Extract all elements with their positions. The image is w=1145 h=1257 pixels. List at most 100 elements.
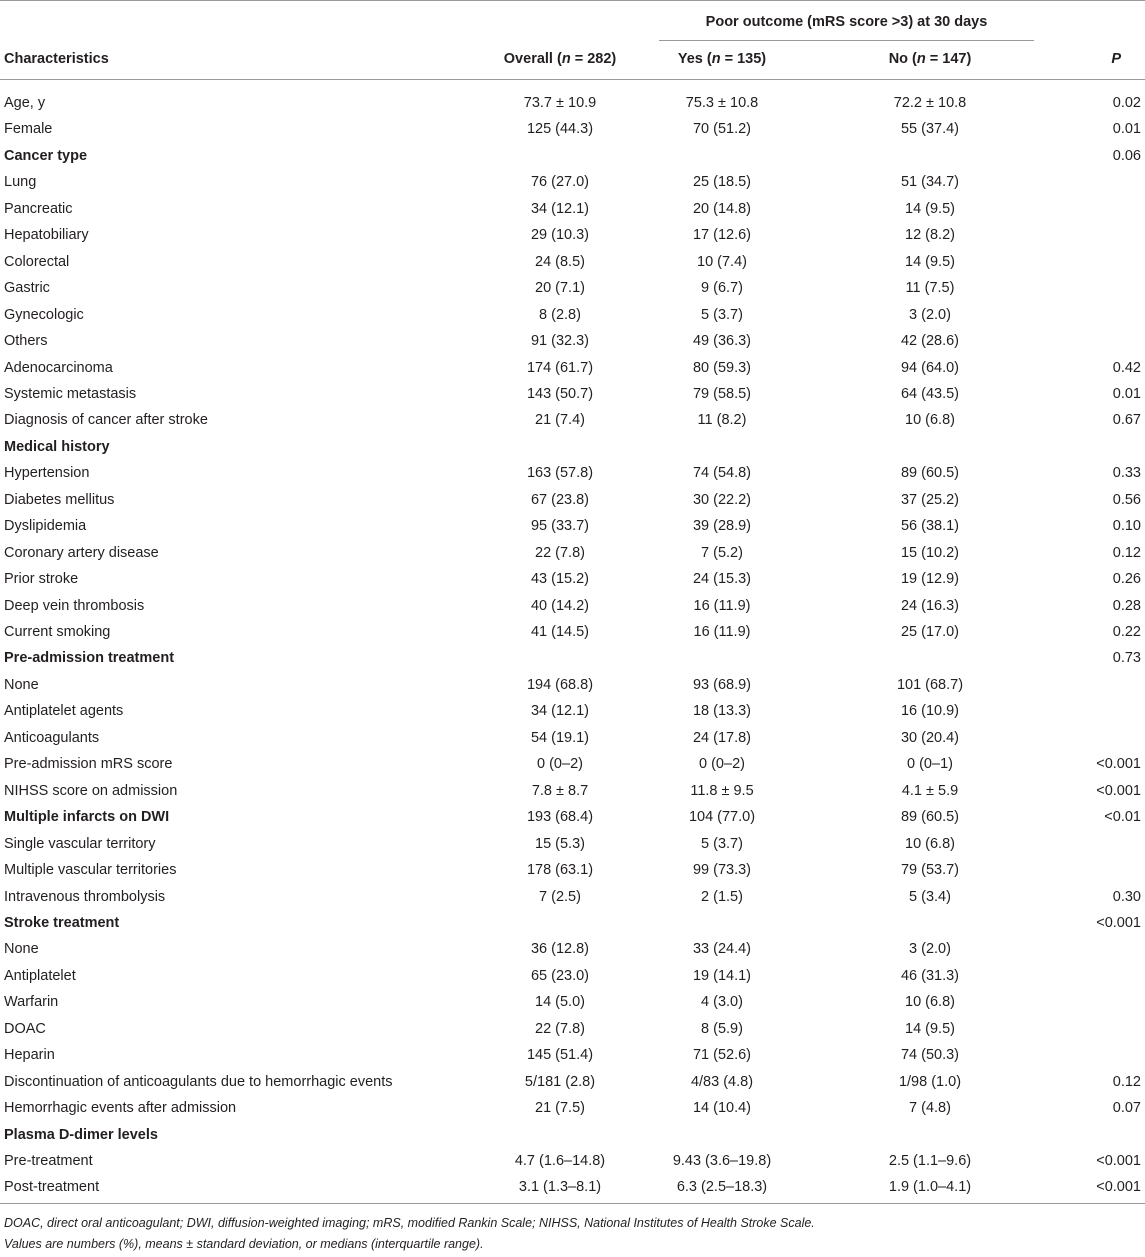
cell-overall: 15 (5.3) — [535, 835, 585, 852]
table-row: Medical history — [0, 434, 1145, 460]
cell-no: 4.1 ± 5.9 — [901, 782, 959, 799]
cell-no: 46 (31.3) — [900, 967, 960, 984]
cell-no: 72.2 ± 10.8 — [893, 95, 967, 111]
cell-p: 0.73 — [1112, 650, 1141, 667]
row-label: Medical history — [4, 438, 110, 455]
cell-yes: 30 (22.2) — [692, 491, 752, 508]
table-row: Others 91 (32.3) 49 (36.3) 42 (28.6) — [0, 328, 1145, 354]
cell-yes: 49 (36.3) — [692, 333, 752, 350]
table-row: Pre-treatment 4.7 (1.6–14.8) 9.43 (3.6–19.… — [0, 1148, 1145, 1174]
table-row: Gastric 20 (7.1) 9 (6.7) 11 (7.5) — [0, 275, 1145, 301]
cell-overall: 3.1 (1.3–8.1) — [518, 1179, 602, 1196]
cell-yes: 93 (68.9) — [692, 676, 752, 693]
table-row: NIHSS score on admission 7.8 ± 8.7 11.8 ± … — [0, 778, 1145, 804]
table-row: Post-treatment 3.1 (1.3–8.1) 6.3 (2.5–18.3… — [0, 1174, 1145, 1200]
cell-yes: 0 (0–2) — [699, 756, 745, 773]
row-label: Diagnosis of cancer after stroke — [4, 412, 208, 429]
cell-overall: 65 (23.0) — [530, 967, 590, 984]
footnote-values: Values are numbers (%), means ± standard… — [4, 1237, 484, 1251]
row-label: Gastric — [4, 280, 50, 297]
row-label: Systemic metastasis — [4, 385, 137, 402]
cell-no: 19 (12.9) — [900, 571, 960, 588]
cell-overall: 24 (8.5) — [535, 253, 585, 270]
cell-no: 14 (9.5) — [905, 253, 955, 270]
cell-no: 14 (9.5) — [905, 1020, 955, 1037]
cell-p: 0.02 — [1112, 95, 1141, 111]
cell-no: 24 (16.3) — [900, 597, 960, 614]
row-label: Others — [4, 333, 48, 350]
cell-no: 79 (53.7) — [900, 862, 960, 879]
cell-no: 55 (37.4) — [900, 121, 960, 138]
cell-overall: 163 (57.8) — [526, 465, 594, 482]
cell-no: 3 (2.0) — [909, 306, 951, 323]
row-label: Cancer type — [4, 147, 88, 164]
cell-overall: 7.8 ± 8.7 — [531, 782, 589, 799]
cell-yes: 70 (51.2) — [692, 121, 752, 138]
cell-p: <0.001 — [1096, 1153, 1141, 1169]
row-label: DOAC — [4, 1020, 46, 1037]
cell-overall: 73.7 ± 10.9 — [523, 95, 597, 111]
table-row: Cancer type 0.06 — [0, 143, 1145, 169]
row-label: Stroke treatment — [4, 914, 120, 931]
row-label: Female — [4, 121, 53, 138]
cell-no: 16 (10.9) — [900, 703, 960, 720]
table-row: Dyslipidemia 95 (33.7) 39 (28.9) 56 (38.1) 0… — [0, 513, 1145, 539]
row-label: Adenocarcinoma — [4, 359, 113, 376]
table-row: Adenocarcinoma 174 (61.7) 80 (59.3) 94 (64.… — [0, 355, 1145, 381]
row-label: Antiplatelet — [4, 967, 76, 984]
table-row: Discontinuation of anticoagulants due to… — [0, 1069, 1145, 1095]
cell-p: <0.001 — [1096, 782, 1141, 799]
table-top-rule — [0, 0, 1145, 1]
cell-p: 0.01 — [1112, 385, 1141, 402]
table-row: Age, y 73.7 ± 10.9 75.3 ± 10.8 72.2 ± 10.8 0… — [0, 90, 1145, 116]
table-row: Single vascular territory 15 (5.3) 5 (3.7)… — [0, 831, 1145, 857]
cell-no: 37 (25.2) — [900, 491, 960, 508]
header-yes: Yes (n = 135) — [677, 51, 767, 67]
cell-overall: 5/181 (2.8) — [524, 1073, 596, 1090]
cell-yes: 7 (5.2) — [701, 544, 743, 561]
cell-p: <0.001 — [1096, 1179, 1141, 1196]
table-row: Systemic metastasis 143 (50.7) 79 (58.5) 64… — [0, 381, 1145, 407]
row-label: None — [4, 941, 39, 958]
row-label: Colorectal — [4, 253, 70, 270]
row-label: Age, y — [4, 95, 46, 111]
cell-yes: 104 (77.0) — [688, 809, 756, 826]
row-label: Prior stroke — [4, 571, 79, 588]
cell-overall: 22 (7.8) — [535, 1020, 585, 1037]
table-row: Diagnosis of cancer after stroke 21 (7.4)… — [0, 407, 1145, 433]
cell-overall: 91 (32.3) — [530, 333, 590, 350]
row-label: Coronary artery disease — [4, 544, 159, 561]
row-label: Antiplatelet agents — [4, 703, 124, 720]
cell-yes: 20 (14.8) — [692, 200, 752, 217]
table-row: Stroke treatment <0.001 — [0, 910, 1145, 936]
cell-p: 0.56 — [1112, 491, 1141, 508]
cell-yes: 74 (54.8) — [692, 465, 752, 482]
cell-overall: 7 (2.5) — [539, 888, 581, 905]
cell-overall: 194 (68.8) — [526, 676, 594, 693]
cell-p: <0.001 — [1096, 756, 1141, 773]
cell-p: <0.001 — [1096, 914, 1141, 931]
table-row: Antiplatelet 65 (23.0) 19 (14.1) 46 (31.3) — [0, 963, 1145, 989]
table-row: Plasma D-dimer levels — [0, 1122, 1145, 1148]
row-label: Heparin — [4, 1047, 55, 1064]
row-label: Pre-admission mRS score — [4, 756, 173, 773]
cell-p: 0.67 — [1112, 412, 1141, 429]
cell-p: 0.01 — [1112, 121, 1141, 138]
cell-overall: 40 (14.2) — [530, 597, 590, 614]
table-row: Gynecologic 8 (2.8) 5 (3.7) 3 (2.0) — [0, 302, 1145, 328]
table-row: Pre-admission treatment 0.73 — [0, 645, 1145, 671]
cell-p: 0.33 — [1112, 465, 1141, 482]
cell-no: 15 (10.2) — [900, 544, 960, 561]
cell-overall: 41 (14.5) — [530, 624, 590, 640]
cell-overall: 14 (5.0) — [535, 994, 585, 1011]
group-header-rule — [659, 40, 1034, 41]
header-no: No (n = 147) — [888, 51, 972, 67]
row-label: Pre-admission treatment — [4, 650, 175, 667]
cell-overall: 43 (15.2) — [530, 571, 590, 588]
cell-no: 5 (3.4) — [909, 888, 951, 905]
header-p: P — [1111, 51, 1121, 67]
group-header: Poor outcome (mRS score >3) at 30 days — [705, 14, 988, 30]
cell-p: 0.06 — [1112, 147, 1141, 164]
table-bottom-rule — [0, 1203, 1145, 1204]
cell-no: 56 (38.1) — [900, 518, 960, 535]
